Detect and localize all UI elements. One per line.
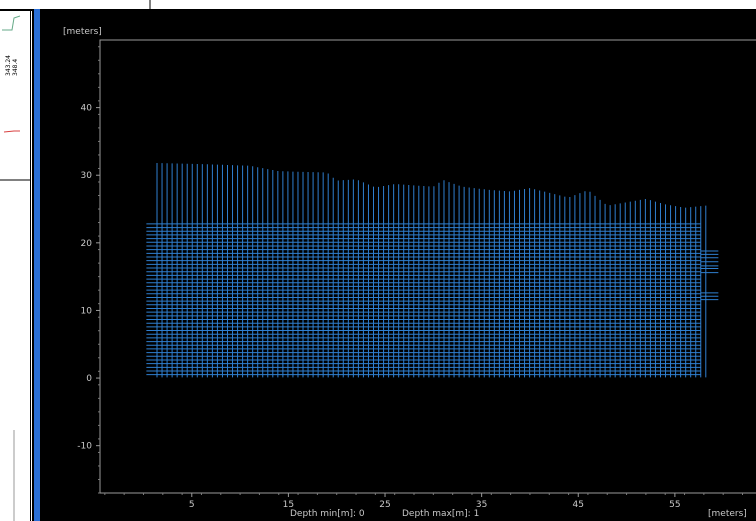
window-top-strip — [0, 0, 756, 9]
y-tick-label: 30 — [81, 171, 93, 181]
right-stub-series — [700, 250, 719, 301]
x-tick-label: 15 — [283, 500, 294, 510]
mini-plot-trace — [2, 15, 21, 31]
y-tick-label: 20 — [81, 239, 93, 249]
depth-max-label: Depth max[m]: 1 — [402, 509, 479, 519]
horizontal-lines-series — [146, 223, 701, 376]
x-tick-label: 35 — [476, 500, 487, 510]
x-tick-label: 25 — [379, 500, 390, 510]
plot-window[interactable]: [meters] [meters] Depth min[m]: 0 Depth … — [32, 9, 756, 521]
x-unit-label: [meters] — [708, 509, 747, 519]
y-unit-label: [meters] — [63, 27, 102, 37]
depth-min-label: Depth min[m]: 0 — [290, 509, 365, 519]
y-tick-label: 40 — [81, 104, 93, 114]
left-panel — [0, 11, 31, 521]
plot-area-border — [99, 39, 756, 494]
y-tick-label: 10 — [81, 306, 93, 316]
y-tick-label: -10 — [77, 442, 92, 452]
x-tick-label: 5 — [189, 500, 195, 510]
window-accent-bar — [34, 9, 40, 521]
axes-ticks: -10 0 10 20 30 40 5 15 25 35 45 55 — [77, 46, 744, 510]
x-tick-label: 45 — [573, 500, 584, 510]
side-readout-2: 348.4 — [12, 59, 19, 76]
mini-plot-red-trace — [3, 130, 20, 133]
x-tick-label: 55 — [669, 500, 680, 510]
side-readout-1: 343.24 — [5, 55, 12, 76]
y-tick-label: 0 — [86, 374, 92, 384]
depth-plot[interactable]: [meters] [meters] Depth min[m]: 0 Depth … — [34, 9, 756, 521]
